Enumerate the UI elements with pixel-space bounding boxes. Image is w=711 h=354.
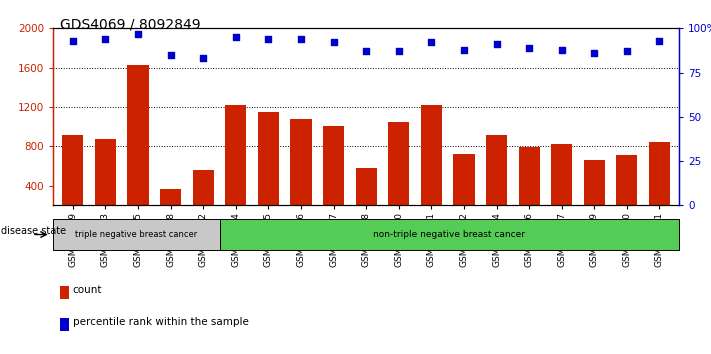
Bar — [323, 126, 344, 225]
Bar — [388, 122, 410, 225]
Bar — [63, 135, 83, 225]
Point — [426, 40, 437, 45]
Text: count: count — [73, 285, 102, 295]
Bar — [454, 154, 474, 225]
Point — [556, 47, 567, 52]
Point — [230, 34, 242, 40]
Point — [328, 40, 339, 45]
Point — [360, 48, 372, 54]
Point — [393, 48, 405, 54]
Text: non-triple negative breast cancer: non-triple negative breast cancer — [373, 230, 525, 239]
Point — [295, 36, 306, 42]
Point — [653, 38, 665, 44]
Point — [198, 56, 209, 61]
Text: percentile rank within the sample: percentile rank within the sample — [73, 317, 248, 327]
Bar — [258, 112, 279, 225]
Text: triple negative breast cancer: triple negative breast cancer — [75, 230, 198, 239]
Point — [523, 45, 535, 51]
Point — [589, 50, 600, 56]
Text: disease state: disease state — [1, 226, 67, 236]
Bar — [53, 219, 220, 250]
Bar — [356, 168, 377, 225]
Point — [100, 36, 111, 42]
Bar — [127, 65, 149, 225]
Bar — [290, 119, 311, 225]
Bar — [160, 189, 181, 225]
Point — [165, 52, 176, 58]
Point — [262, 36, 274, 42]
Point — [491, 41, 502, 47]
Bar — [193, 170, 214, 225]
Bar — [486, 135, 507, 225]
Bar — [95, 139, 116, 225]
Bar — [225, 105, 247, 225]
Point — [458, 47, 469, 52]
Bar — [421, 105, 442, 225]
Text: GDS4069 / 8092849: GDS4069 / 8092849 — [60, 18, 201, 32]
Bar — [649, 142, 670, 225]
Bar — [616, 155, 638, 225]
Point — [132, 31, 144, 36]
Bar — [551, 144, 572, 225]
Point — [67, 38, 78, 44]
Bar — [584, 160, 605, 225]
Point — [621, 48, 633, 54]
Bar — [220, 219, 679, 250]
Bar — [518, 147, 540, 225]
